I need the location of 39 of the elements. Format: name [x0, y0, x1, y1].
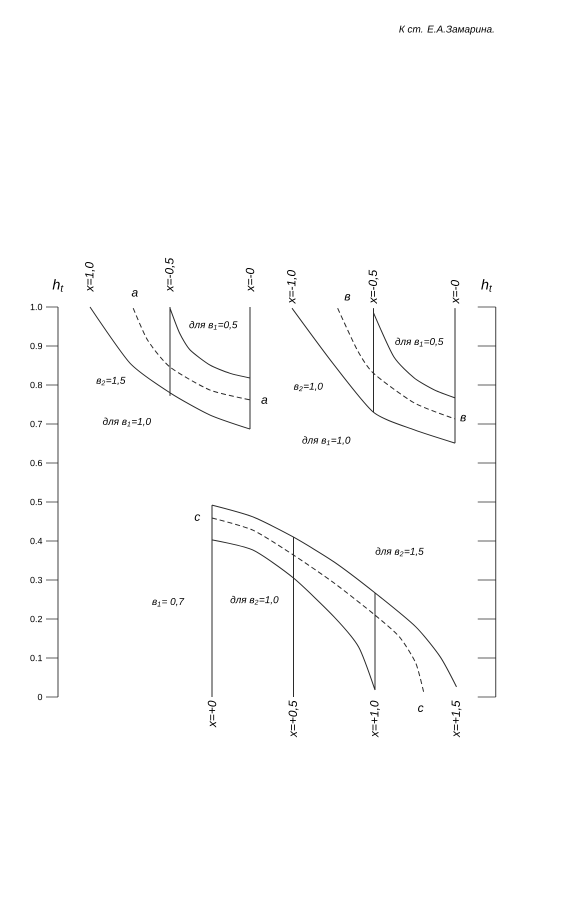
- y-tick-label: 0.3: [30, 576, 42, 584]
- x-tick-label: x=+0,5: [288, 700, 298, 738]
- annotation: в$_{2}$=1,0: [294, 382, 323, 392]
- annotation: для в$_{1}$=1,0: [302, 436, 350, 446]
- x-tick-label: x=-0: [450, 280, 460, 304]
- y-tick-label: 0.1: [30, 654, 42, 662]
- y-axis-title: h$_{t}$: [481, 279, 492, 292]
- y-tick-label: 0: [38, 694, 42, 700]
- text: в: [344, 294, 350, 300]
- x-tick-label: x=+0: [208, 700, 216, 728]
- annotation: для в$_{2}$=1,0: [230, 596, 279, 605]
- x-tick-label: x=+1,0: [370, 700, 380, 738]
- text: а: [132, 290, 138, 297]
- text: К ст. Е.А.Замарина.: [399, 26, 494, 35]
- annotation: для в$_{1}$=1,0: [102, 418, 151, 426]
- annotation: для в$_{2}$=1,5: [376, 548, 424, 556]
- y-tick-label: 0.7: [30, 420, 42, 428]
- y-tick-label: 1.0: [30, 304, 42, 310]
- annotation: с: [194, 514, 200, 521]
- y-axis-title: h$_{t}$: [52, 279, 64, 292]
- x-tick-label: x=+1,5: [452, 700, 462, 738]
- x-tick-label: x=-1,0: [287, 270, 297, 304]
- annotation: в$_{1}$= 0,7: [152, 598, 184, 606]
- annotation: в: [460, 414, 466, 422]
- annotation: а: [261, 397, 268, 404]
- y-tick-label: 0.5: [30, 498, 42, 506]
- x-tick-label: x=-0,5: [368, 270, 378, 304]
- x-tick-label: x=1,0: [85, 262, 95, 292]
- annotation: для в$_{1}$=0,5: [189, 320, 238, 330]
- y-tick-label: 0.4: [30, 538, 42, 544]
- y-tick-label: 0.6: [30, 460, 42, 466]
- y-tick-label: 0.8: [30, 382, 42, 388]
- annotation: в$_{2}$=1,5: [96, 376, 126, 386]
- y-tick-label: 0.2: [30, 616, 42, 622]
- text: с: [418, 705, 424, 712]
- x-tick-label: x=-0: [246, 268, 254, 292]
- x-tick-label: x=-0,5: [165, 258, 175, 292]
- y-tick-label: 0.9: [30, 342, 42, 350]
- annotation: для в$_{1}$=0,5: [395, 338, 444, 346]
